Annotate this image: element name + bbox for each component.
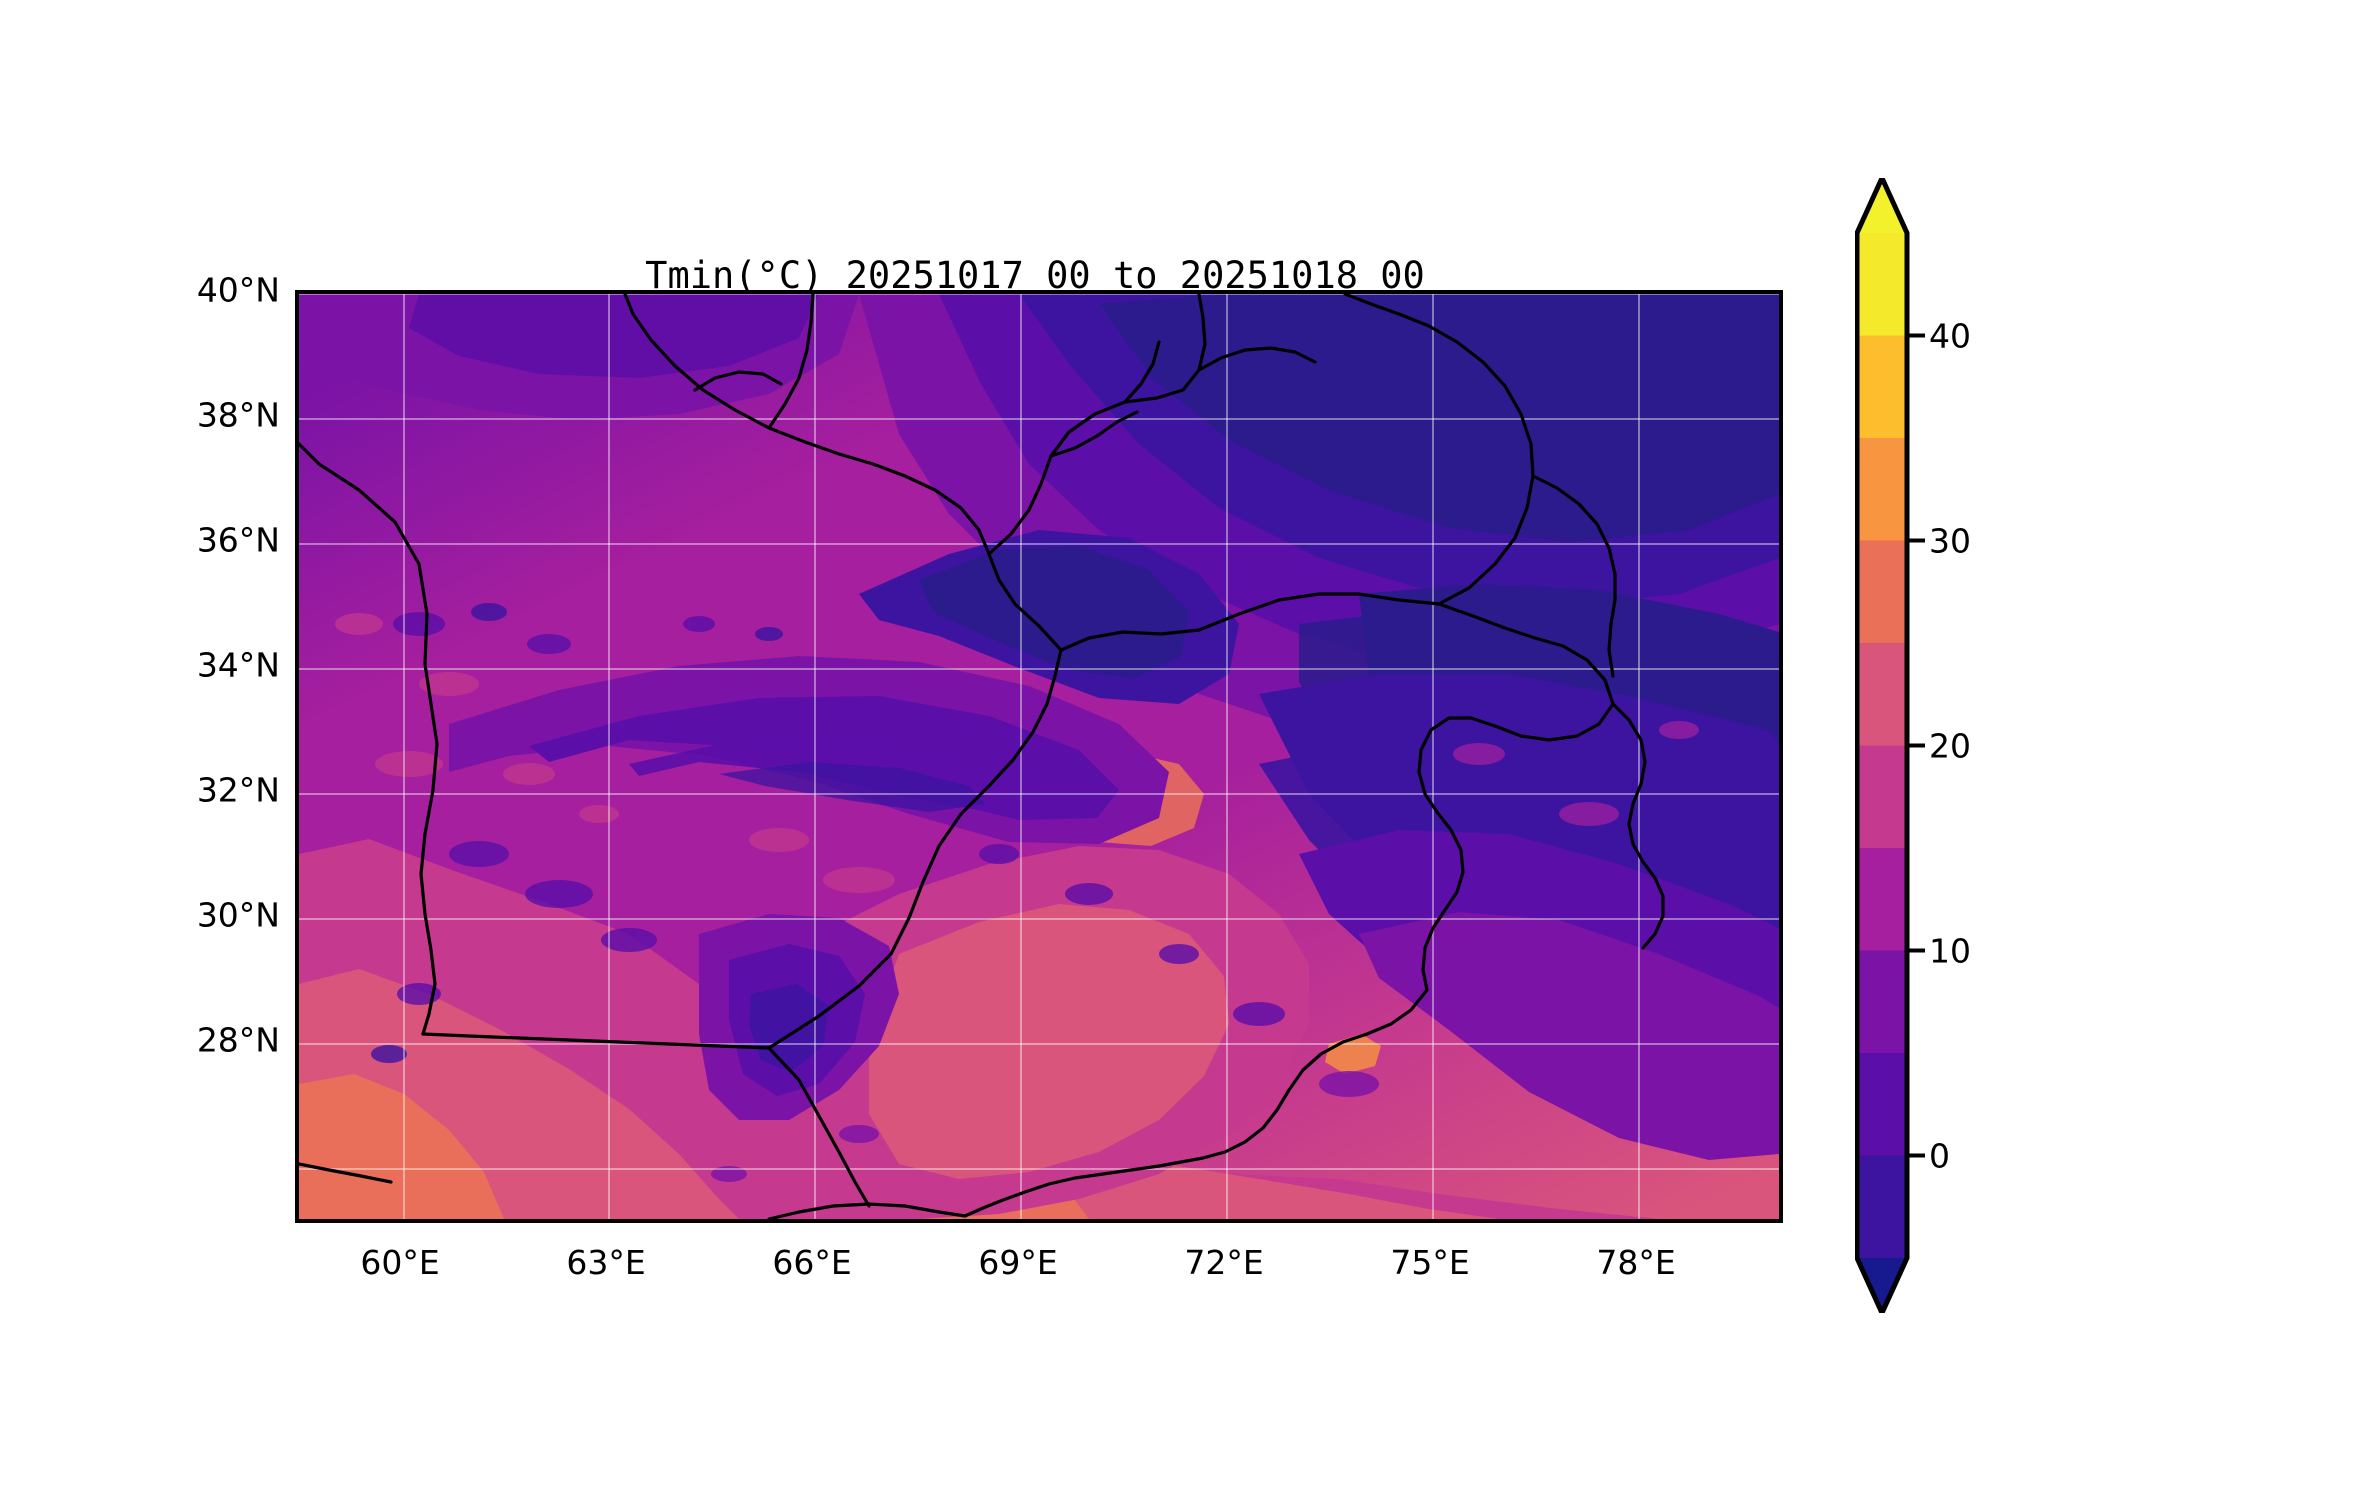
xtick-label-75e: 75°E	[1390, 1243, 1470, 1282]
ytick-label-32n: 32°N	[196, 770, 280, 810]
colorbar-ticks	[1907, 333, 1925, 1158]
himalaya-cool-4	[1359, 912, 1779, 1160]
colorbar-tick-label-10: 10	[1929, 931, 1971, 970]
afghan-highland-cold-spot	[719, 762, 985, 812]
colorbar-outline	[1855, 178, 1910, 1313]
map-raster	[299, 294, 1779, 1219]
ytick-label-38n: 38°N	[196, 395, 280, 435]
colorbar[interactable]: 40 30 20 10 0	[1855, 178, 2115, 1313]
colorbar-over-arrow	[1857, 178, 1907, 233]
xtick-label-63e: 63°E	[566, 1243, 646, 1282]
temperature-field-svg	[299, 294, 1779, 1219]
indus-warm-core-2	[977, 962, 1189, 1126]
colorbar-tick-label-0: 0	[1929, 1136, 1950, 1175]
colorbar-svg[interactable]	[1855, 178, 2115, 1313]
ytick-label-34n: 34°N	[196, 645, 280, 685]
ytick-label-30n: 30°N	[196, 895, 280, 935]
turkmen-north-cool-core	[409, 294, 819, 378]
xtick-label-72e: 72°E	[1184, 1243, 1264, 1282]
contour-band-minus5-0-karakoram	[1099, 294, 1779, 542]
contour-band-20-25	[299, 839, 1779, 1219]
colorbar-tick-label-30: 30	[1929, 521, 1971, 560]
hindukush-cold-core	[919, 546, 1189, 678]
warm-speckles	[335, 613, 1699, 893]
xtick-label-69e: 69°E	[978, 1243, 1058, 1282]
map-gridlines	[299, 294, 1779, 1219]
colorbar-under-arrow	[1857, 1258, 1907, 1313]
colorbar-tick-label-40: 40	[1929, 316, 1971, 355]
title-line-valid-period: Tmin(°C) 20251017_00 to 20251018_00	[645, 254, 1425, 297]
ytick-label-28n: 28°N	[196, 1020, 280, 1060]
xtick-label-78e: 78°E	[1596, 1243, 1676, 1282]
ytick-label-36n: 36°N	[196, 520, 280, 560]
cool-speckles	[371, 603, 1379, 1182]
ytick-label-40n: 40°N	[196, 270, 280, 310]
colorbar-bands	[1857, 233, 1907, 1258]
contour-band-30-35-sw	[299, 1074, 504, 1219]
colorbar-tick-label-20: 20	[1929, 726, 1971, 765]
country-borders	[299, 294, 1665, 1219]
map-plot-area[interactable]	[295, 290, 1783, 1223]
xtick-label-66e: 66°E	[772, 1243, 852, 1282]
xtick-label-60e: 60°E	[360, 1243, 440, 1282]
